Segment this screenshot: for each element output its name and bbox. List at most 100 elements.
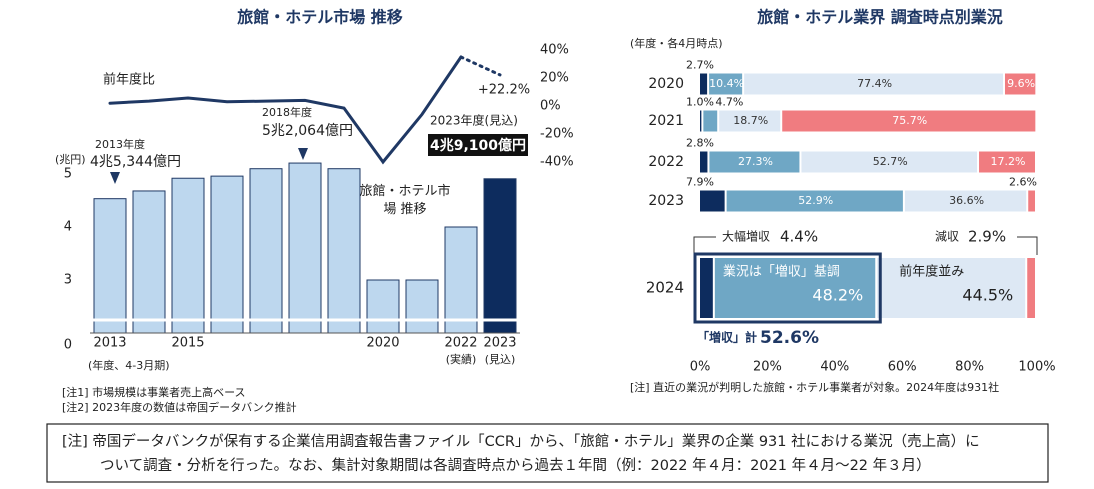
bar (366, 279, 400, 334)
bar-segment (700, 110, 702, 132)
x-tick-note: (実績) (446, 352, 477, 366)
x-axis-label: (年度、4-3月期) (88, 358, 170, 372)
x-tick-label: 60% (888, 360, 917, 375)
bracket (693, 236, 716, 255)
bar-segment (782, 110, 1036, 132)
y2-tick-label: -20% (540, 127, 574, 142)
footnote: ついて調査・分析を行った。なお、集計対象期間は各調査時点から過去１年間（例：20… (100, 457, 931, 474)
annotation: 52.6% (760, 328, 819, 348)
arrow (298, 148, 308, 160)
y-tick-label: 2021 (648, 113, 684, 129)
line (108, 55, 463, 165)
bar (483, 178, 517, 334)
y-tick-label: 0 (64, 338, 72, 353)
bar (288, 162, 322, 334)
data-label: +22.2% (478, 82, 530, 97)
note: [注] 直近の業況が判明した旅館・ホテル事業者が対象。2024年度は931社 (630, 380, 999, 394)
data-label: 2.9% (968, 228, 1006, 246)
bar-segment (719, 110, 781, 132)
footnote-box (46, 423, 1049, 483)
bar-segment (709, 73, 743, 95)
bar-segment (1004, 73, 1036, 95)
right-title: 旅館・ホテル業界 調査時点別業況 (757, 8, 1003, 27)
left-title: 旅館・ホテル市場 推移 (237, 8, 403, 27)
data-label: 4.4% (780, 228, 818, 246)
data-label: 2.8% (686, 137, 714, 150)
bar-segment (726, 190, 903, 212)
bar-segment (801, 151, 978, 173)
total-box (693, 252, 882, 324)
data-label: 77.4% (857, 77, 892, 90)
y2-tick-label: 20% (540, 71, 569, 86)
y-tick-label: 2022 (648, 154, 684, 170)
bar-segment (744, 73, 1003, 95)
data-label: 36.6% (949, 194, 984, 207)
data-label: 75.7% (892, 114, 927, 127)
bar-segment (709, 151, 800, 173)
bar (132, 190, 166, 334)
annotation: 2013年度 (95, 137, 145, 151)
bar-segment (714, 258, 876, 318)
bar-segment (1028, 190, 1035, 212)
data-label: 52.9% (798, 194, 833, 207)
annotation: 4兆9,100億円 (430, 137, 526, 154)
y-axis-label: (兆円) (55, 153, 86, 166)
note: [注1] 市場規模は事業者売上高ベース (62, 385, 246, 399)
x-tick-label: 20% (753, 360, 782, 375)
data-label: 17.2% (991, 155, 1026, 168)
bar (171, 177, 205, 334)
data-label: 1.0% (686, 96, 714, 109)
x-tick-label: 0% (690, 360, 711, 375)
bar (210, 175, 244, 334)
line-legend: 前年度比 (103, 72, 155, 88)
bar (249, 168, 283, 334)
data-label: 2.6% (1009, 176, 1037, 189)
x-tick-label: 2020 (366, 336, 399, 351)
line (459, 55, 502, 77)
callout-box (428, 134, 528, 156)
bracket (1017, 236, 1038, 255)
y2-tick-label: -40% (540, 155, 574, 170)
bar-segment (877, 258, 1026, 318)
series-label: 前年度並み (899, 264, 964, 280)
footnote: [注] 帝国データバンクが保有する企業信用調査報告書ファイル「CCR」から、「旅… (62, 432, 980, 450)
series-label: 旅館・ホテル市場 推移 (359, 184, 451, 217)
bar-segment (1027, 258, 1035, 318)
x-tick-label: 100% (1018, 360, 1055, 375)
right-subtitle: (年度・各4月時点) (630, 36, 723, 50)
y-tick-label: 2024 (646, 279, 684, 297)
data-label: 7.9% (686, 176, 714, 189)
bar-segment (700, 190, 725, 212)
bar (444, 226, 478, 334)
data-label: 18.7% (733, 114, 768, 127)
series-label: 業況は「増収」基調 (723, 264, 840, 280)
annotation: 2023年度(見込) (430, 113, 518, 128)
series-label: 減収 (935, 229, 959, 244)
y-tick-label: 4 (64, 220, 72, 235)
y-tick-label: 2020 (648, 76, 684, 92)
data-label: 27.3% (738, 155, 773, 168)
x-tick-label: 2013 (93, 336, 126, 351)
data-label: 2.7% (686, 59, 714, 72)
y-tick-label: 5 (64, 167, 72, 182)
data-label: 44.5% (962, 286, 1013, 305)
annotation: 「増収」計 (697, 330, 757, 345)
bar-segment (904, 190, 1027, 212)
bar-segment (700, 258, 713, 318)
x-tick-note: (見込) (485, 353, 516, 366)
data-label: 4.7% (715, 96, 743, 109)
annotation: 4兆5,344億円 (90, 154, 181, 170)
note: [注2] 2023年度の数値は帝国データバンク推計 (62, 400, 297, 414)
y-tick-label: 3 (64, 273, 72, 288)
annotation: 5兆2,064億円 (262, 123, 353, 139)
y2-tick-label: 40% (540, 43, 569, 58)
bar (405, 279, 439, 334)
series-label: 大幅増収 (722, 229, 770, 244)
data-label: 9.6% (1007, 77, 1035, 90)
x-tick-label: 80% (955, 360, 984, 375)
x-tick-label: 2023 (483, 336, 516, 351)
x-tick-label: 2015 (171, 336, 204, 351)
bar-segment (979, 151, 1035, 173)
